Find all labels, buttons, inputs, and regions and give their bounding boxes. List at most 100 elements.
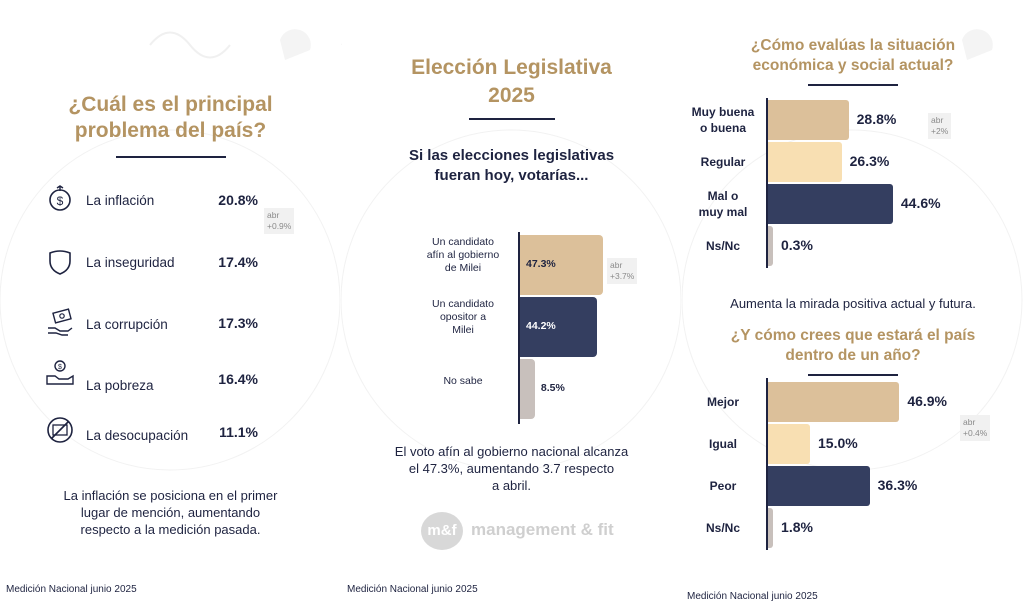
legislative-title: Elección Legislativa 2025 <box>341 54 682 110</box>
category-line: Ns/Nc <box>705 239 740 253</box>
problem-label: La inseguridad <box>86 255 175 270</box>
badge-line: +0.9% <box>267 221 292 231</box>
main-problem-title: ¿Cuál es el principal problema del país? <box>0 92 341 144</box>
category-line: o buena <box>699 121 746 135</box>
chart-axis <box>518 232 520 424</box>
bar-value-label: 47.3% <box>526 258 556 270</box>
bar-value-label: 28.8% <box>856 111 897 127</box>
note-line: El voto afín al gobierno nacional alcanz… <box>394 444 629 459</box>
title-underline <box>469 118 555 120</box>
category-line: opositor a <box>439 311 487 323</box>
outlook-bar <box>768 508 774 548</box>
bar-category-label: Peor <box>684 478 762 494</box>
bar-category-label: Un candidato opositor a Milei <box>413 298 513 337</box>
vote-bar <box>520 297 598 357</box>
outlook-bar <box>768 100 849 140</box>
panel-main-problem: ¿Cuál es el principal problema del país?… <box>0 0 341 605</box>
change-badge: abr +0.4% <box>960 415 991 441</box>
bar-category-label: Ns/Nc <box>684 520 762 536</box>
chart-axis <box>766 98 768 268</box>
bar-value-label: 44.6% <box>900 195 941 211</box>
category-line: de Milei <box>444 262 482 274</box>
svg-text:$: $ <box>57 194 64 208</box>
note-line: La inflación se posiciona en el primer <box>63 488 278 503</box>
question-line: ¿Cómo evalúas la situación <box>750 37 956 54</box>
footer-label: Medición Nacional junio 2025 <box>687 591 818 602</box>
badge-line: +2% <box>931 126 949 136</box>
panel-legislative-vote: Elección Legislativa 2025 Si las eleccio… <box>341 0 682 605</box>
badge-line: +0.4% <box>963 428 988 438</box>
title-line: Elección Legislativa <box>411 56 612 79</box>
logo-mark: m&f <box>421 512 463 550</box>
question-line: dentro de un año? <box>785 347 921 364</box>
bar-value-label: 36.3% <box>877 477 918 493</box>
problem-label: La corrupción <box>86 317 168 332</box>
category-line: muy mal <box>698 205 748 219</box>
bar-category-label: Muy buena o buena <box>684 104 762 136</box>
logo-wordmark: management & fit <box>471 520 614 539</box>
title-line: ¿Cuál es el principal <box>68 93 273 116</box>
outlook-bar <box>768 424 810 464</box>
chart-axis <box>766 378 768 550</box>
outlook-bar <box>768 466 870 506</box>
subtitle-line: fueran hoy, votarías... <box>434 167 589 184</box>
title-underline <box>808 374 898 376</box>
panel-economic-outlook: ¿Cómo evalúas la situación económica y s… <box>682 0 1024 605</box>
footer-label: Medición Nacional junio 2025 <box>6 584 137 595</box>
change-badge: abr +0.9% <box>264 208 295 234</box>
subtitle-line: Si las elecciones legislativas <box>408 147 615 164</box>
bar-category-label: Regular <box>684 154 762 170</box>
bar-category-label: Mejor <box>684 394 762 410</box>
note-line: el 47.3%, aumentando 3.7 respecto <box>408 461 615 476</box>
change-badge: abr +3.7% <box>607 258 638 284</box>
category-line: Peor <box>709 479 737 493</box>
problem-value: 20.8% <box>218 192 258 208</box>
category-line: Igual <box>708 437 737 451</box>
category-line: Mejor <box>706 395 739 409</box>
money-bag-icon: $ <box>49 185 71 211</box>
badge-line: abr <box>931 115 944 125</box>
bar-value-label: 26.3% <box>849 153 890 169</box>
insight-note: La inflación se posiciona en el primer l… <box>20 487 321 538</box>
category-line: Regular <box>700 155 746 169</box>
category-line: Mal o <box>707 189 739 203</box>
category-line: Milei <box>452 324 474 336</box>
bar-category-label: No sabe <box>413 375 513 388</box>
category-line: Un candidato <box>432 236 494 248</box>
change-badge: abr +2% <box>928 113 952 139</box>
bar-value-label: 15.0% <box>818 435 858 451</box>
background-watermark <box>341 43 682 471</box>
bar-value-label: 46.9% <box>907 393 948 409</box>
outlook-bar <box>768 142 842 182</box>
insight-note: El voto afín al gobierno nacional alcanz… <box>361 443 662 494</box>
background-watermark <box>0 29 341 471</box>
problem-label: La pobreza <box>86 378 154 393</box>
bar-category-label: Un candidato afín al gobierno de Milei <box>413 236 513 275</box>
bar-value-label: 44.2% <box>526 320 556 332</box>
problem-label: La inflación <box>86 193 155 208</box>
problem-label: La desocupación <box>86 428 189 443</box>
bar-value-label: 1.8% <box>781 519 813 535</box>
outlook-bar <box>768 184 893 224</box>
badge-line: abr <box>963 417 976 427</box>
bar-category-label: Ns/Nc <box>684 238 762 254</box>
question-line: económica y social actual? <box>752 57 954 74</box>
problem-value: 11.1% <box>219 424 258 440</box>
bribe-hand-icon <box>48 308 73 336</box>
note-line: respecto a la medición pasada. <box>80 522 261 537</box>
title-line: 2025 <box>488 84 535 107</box>
category-line: Muy buena <box>691 105 755 119</box>
footer-label: Medición Nacional junio 2025 <box>347 584 478 595</box>
problem-value: 17.3% <box>218 315 258 331</box>
title-line: problema del país? <box>74 119 267 142</box>
category-line: Un candidato <box>432 298 494 310</box>
note-line: a abril. <box>491 478 532 493</box>
coin-hand-icon: $ <box>46 360 74 385</box>
bar-category-label: Igual <box>684 436 762 452</box>
current-situation-question: ¿Cómo evalúas la situación económica y s… <box>682 36 1024 76</box>
insight-note: Aumenta la mirada positiva actual y futu… <box>730 296 976 311</box>
no-work-icon <box>47 417 73 443</box>
badge-line: abr <box>267 210 280 220</box>
title-underline <box>808 84 898 86</box>
vote-question: Si las elecciones legislativas fueran ho… <box>341 146 682 186</box>
